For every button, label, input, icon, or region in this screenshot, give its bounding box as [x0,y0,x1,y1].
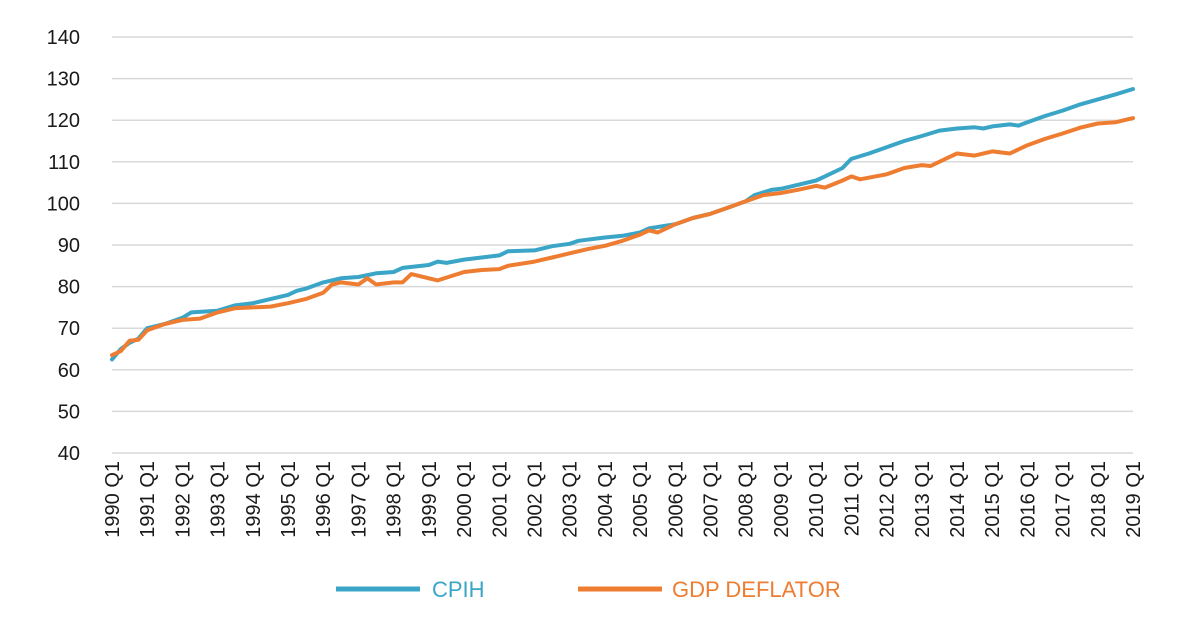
x-tick-label: 1990 Q1 [102,461,124,538]
x-tick-label: 2009 Q1 [771,461,793,538]
series-line [110,116,1135,358]
x-tick-label: 1996 Q1 [313,461,335,538]
y-tick-label: 120 [47,110,80,132]
gridlines [112,36,1133,454]
x-tick-label: 2000 Q1 [454,461,476,538]
series-lines [110,87,1135,362]
y-tick-label: 60 [58,360,80,382]
x-tick-label: 2007 Q1 [701,461,723,538]
y-tick-label: 100 [47,193,80,215]
x-tick-label: 2002 Q1 [524,461,546,538]
y-tick-label: 130 [47,69,80,91]
x-tick-label: 1993 Q1 [208,461,230,538]
x-tick-label: 1999 Q1 [419,461,441,538]
x-tick-label: 2018 Q1 [1088,461,1110,538]
x-tick-label: 2003 Q1 [560,461,582,538]
legend-label: GDP DEFLATOR [672,577,841,602]
x-tick-label: 2015 Q1 [982,461,1004,538]
x-tick-label: 2012 Q1 [877,461,899,538]
x-tick-label: 1997 Q1 [348,461,370,538]
x-tick-label: 1998 Q1 [384,461,406,538]
legend-label: CPIH [432,577,485,602]
x-tick-label: 1991 Q1 [137,461,159,538]
x-axis: 1990 Q1 1991 Q1 1992 Q1 1993 Q1 1994 Q1 1995 … [102,461,1145,538]
y-axis: 40 50 60 70 80 90 100 110 120 130 140 [47,27,80,465]
x-tick-label: 2006 Q1 [665,461,687,538]
x-tick-label: 2017 Q1 [1053,461,1075,538]
y-tick-label: 80 [58,277,80,299]
x-tick-label: 2011 Q1 [841,461,863,536]
x-tick-label: 1995 Q1 [278,461,300,538]
x-tick-label: 2013 Q1 [912,461,934,538]
x-tick-label: 2019 Q1 [1123,461,1145,538]
series-line [110,87,1135,362]
x-tick-label: 2004 Q1 [595,461,617,538]
x-tick-label: 2001 Q1 [489,461,511,538]
x-tick-label: 2005 Q1 [630,461,652,538]
y-tick-label: 50 [58,401,80,423]
x-tick-label: 2014 Q1 [947,461,969,538]
y-tick-label: 90 [58,235,80,257]
y-tick-label: 140 [47,27,80,49]
x-tick-label: 1992 Q1 [172,461,194,538]
x-tick-label: 1994 Q1 [243,461,265,538]
x-tick-label: 2010 Q1 [806,461,828,538]
x-tick-label: 2016 Q1 [1017,461,1039,538]
y-tick-label: 110 [48,152,80,174]
y-tick-label: 40 [58,443,80,465]
y-tick-label: 70 [58,318,80,340]
x-tick-label: 2008 Q1 [736,461,758,538]
legend: CPIH GDP DEFLATOR [336,577,841,602]
